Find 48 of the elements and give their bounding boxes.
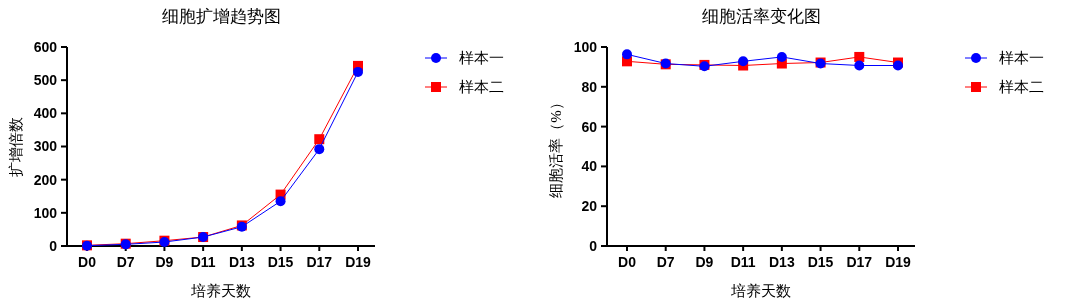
y-tick-label: 200 [33, 171, 58, 188]
x-tick-label: D17 [306, 254, 333, 270]
y-tick-label: 300 [33, 138, 58, 155]
legend-label: 样本一 [459, 50, 504, 67]
y-axis-title: 细胞活率（%） [548, 95, 564, 198]
y-tick-label: 600 [33, 38, 58, 55]
point [353, 66, 363, 77]
x-tick-label: D19 [345, 254, 372, 270]
point [738, 56, 749, 67]
point [854, 60, 865, 71]
point [275, 196, 286, 207]
x-tick-label: D0 [618, 254, 637, 270]
x-tick-label: D7 [656, 254, 675, 270]
x-tick-label: D13 [769, 254, 795, 270]
chart-title: 细胞扩增趋势图 [161, 7, 281, 26]
x-tick-label: D15 [807, 254, 834, 270]
x-tick-label: D13 [229, 254, 255, 270]
y-tick-label: 0 [49, 237, 58, 254]
x-tick-label: D15 [267, 254, 294, 270]
point [314, 144, 325, 155]
point [854, 51, 865, 62]
legend-label: 样本二 [999, 79, 1044, 96]
x-tick-label: D11 [730, 254, 756, 270]
y-tick-label: 40 [581, 158, 598, 175]
y-tick-label: 500 [33, 72, 58, 89]
x-tick-label: D9 [695, 254, 714, 270]
x-tick-label: D17 [846, 254, 873, 270]
point [622, 49, 632, 60]
point [776, 51, 787, 62]
y-tick-label: 20 [581, 198, 598, 215]
legend-label: 样本一 [999, 50, 1044, 67]
x-tick-label: D9 [155, 254, 174, 270]
x-axis-title: 培养天数 [730, 283, 791, 299]
y-tick-label: 100 [573, 38, 598, 55]
x-tick-label: D7 [116, 254, 135, 270]
x-axis-title: 培养天数 [190, 283, 251, 299]
point [314, 134, 325, 145]
y-axis-title: 扩增倍数 [8, 116, 24, 177]
x-tick-label: D0 [78, 254, 97, 270]
x-tick-label: D11 [190, 254, 216, 270]
chart-title: 细胞活率变化图 [701, 7, 821, 26]
y-tick-label: 100 [33, 204, 58, 221]
y-tick-label: 60 [581, 118, 598, 135]
x-tick-label: D19 [885, 254, 912, 270]
y-tick-label: 400 [33, 105, 58, 122]
y-tick-label: 0 [589, 237, 598, 254]
legend-label: 样本二 [459, 79, 504, 96]
y-tick-label: 80 [581, 78, 598, 95]
